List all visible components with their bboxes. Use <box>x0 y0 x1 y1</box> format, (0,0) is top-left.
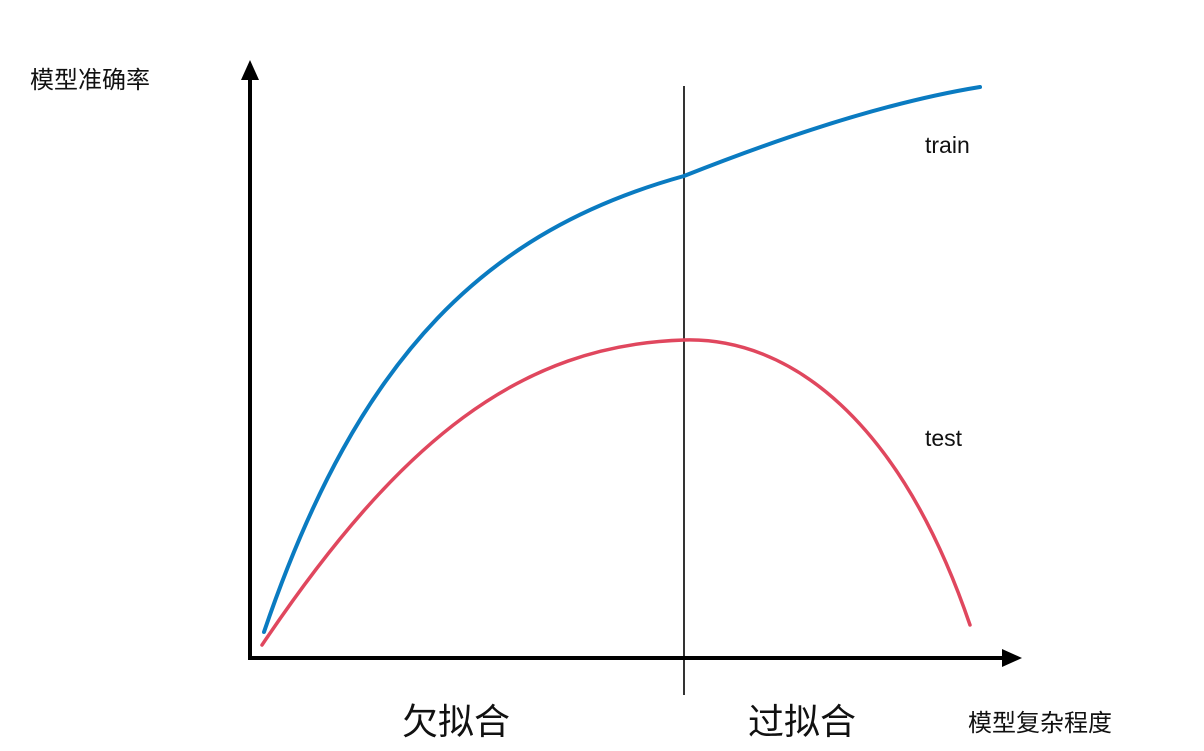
test-curve-label: test <box>925 425 963 451</box>
underfitting-region-label: 欠拟合 <box>402 702 511 743</box>
train-curve <box>262 85 982 634</box>
y-axis-label: 模型准确率 <box>30 66 150 94</box>
test-curve <box>260 338 972 647</box>
overfitting-region-label: 过拟合 <box>748 702 857 743</box>
y-axis-arrowhead <box>241 60 259 80</box>
train-curve-label: train <box>925 132 970 158</box>
x-axis-label: 模型复杂程度 <box>968 709 1112 737</box>
x-axis-arrowhead <box>1002 649 1022 667</box>
